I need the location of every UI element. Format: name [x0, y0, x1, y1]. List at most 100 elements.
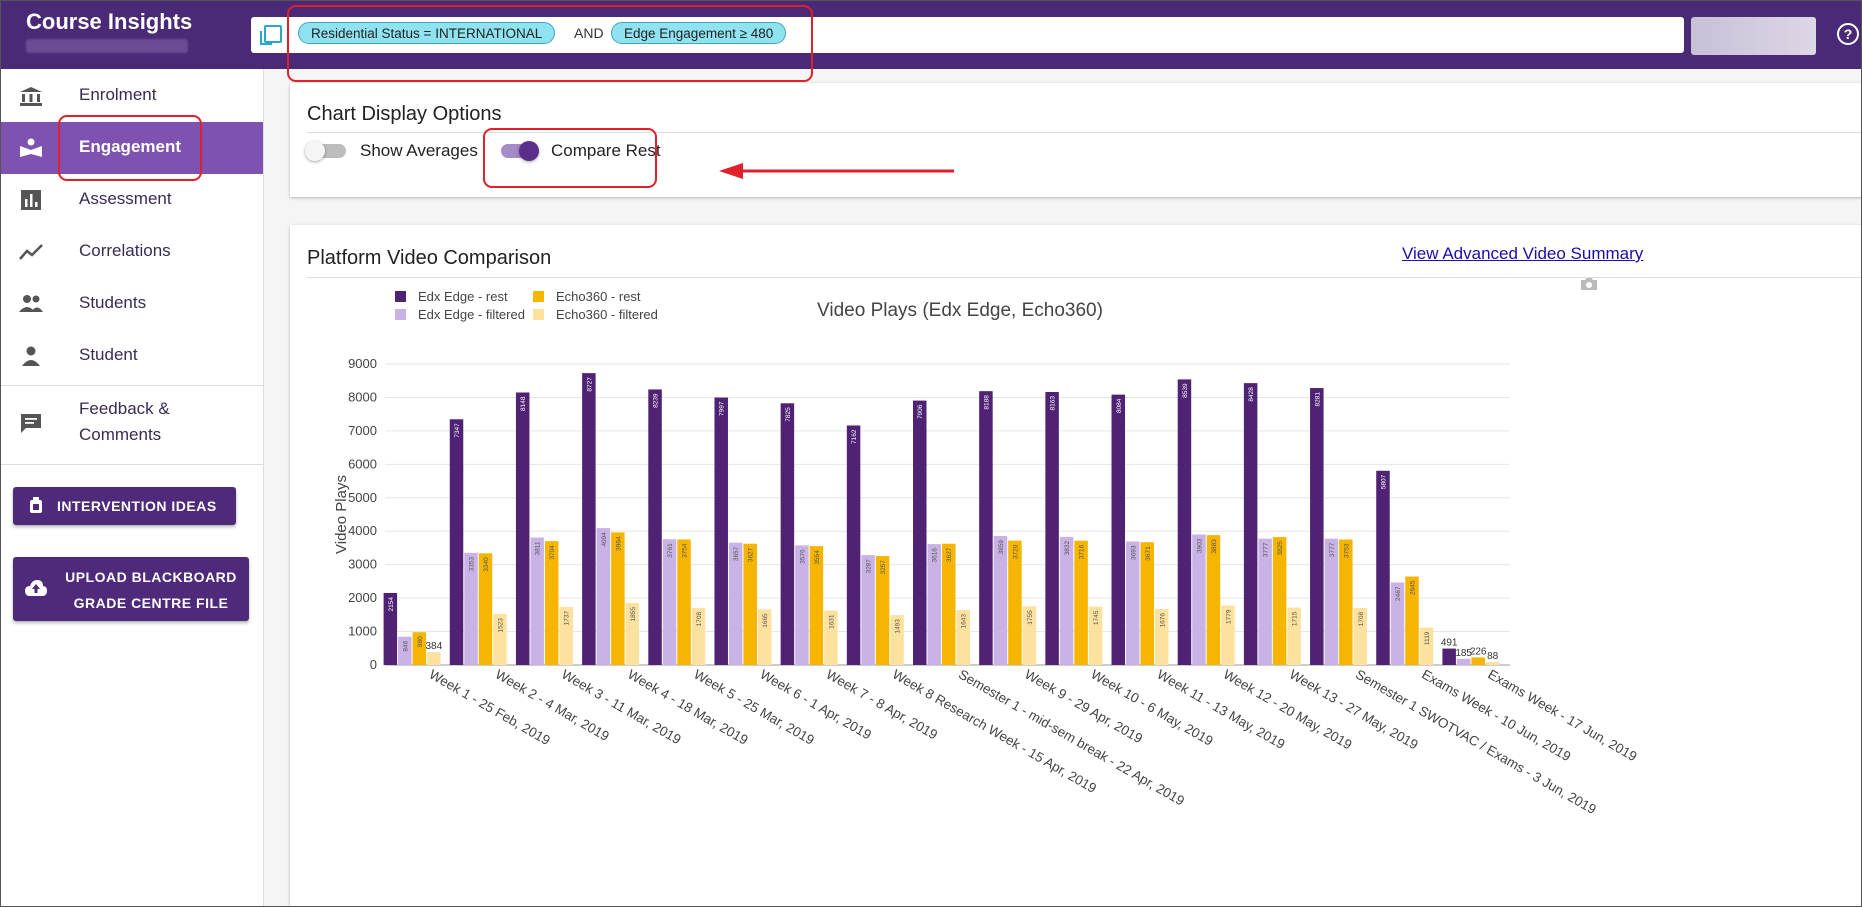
- reading-icon: [20, 138, 42, 157]
- data-label: 3883: [1211, 539, 1218, 554]
- data-label: 1737: [564, 611, 571, 626]
- bar: [757, 609, 772, 665]
- data-label: 846: [402, 640, 409, 651]
- trend-icon: [19, 244, 43, 260]
- card-divider: [307, 277, 1861, 278]
- bar: [398, 636, 412, 665]
- sidebar-item-engagement[interactable]: Engagement: [1, 122, 263, 174]
- chart-display-options-card: Chart Display Options Show Averages Comp…: [290, 83, 1861, 197]
- bar: [544, 541, 559, 665]
- data-label: 3287: [866, 559, 873, 574]
- sidebar-item-correlations[interactable]: Correlations: [1, 226, 263, 278]
- x-tick-label: Week 6 - 1 Apr, 2019: [757, 667, 873, 743]
- sidebar-item-enrolment[interactable]: Enrolment: [1, 70, 263, 122]
- bar: [464, 552, 478, 665]
- help-icon[interactable]: ?: [1837, 23, 1859, 45]
- y-tick-label: 5000: [348, 490, 377, 505]
- bar: [1022, 606, 1037, 665]
- y-tick-label: 4000: [348, 523, 377, 538]
- data-label: 8148: [520, 396, 527, 411]
- legend-label: Echo360 - filtered: [556, 307, 658, 322]
- data-label: 226: [1470, 646, 1487, 657]
- filter-operator: AND: [574, 25, 604, 41]
- x-tick-label: Week 9 - 29 Apr, 2019: [1022, 667, 1145, 747]
- data-label: 1715: [1292, 611, 1299, 626]
- upload-label-line2: GRADE CENTRE FILE: [73, 595, 229, 611]
- data-label: 3693: [1130, 545, 1137, 560]
- toggle-knob[interactable]: [519, 141, 539, 161]
- bar: [1206, 535, 1221, 665]
- bar: [927, 544, 941, 665]
- data-label: 1676: [1159, 613, 1166, 628]
- camera-icon[interactable]: [1580, 277, 1598, 291]
- data-label: 3716: [1079, 544, 1086, 559]
- sidebar-item-label: Correlations: [79, 241, 171, 260]
- sidebar-item-label-line2: Comments: [79, 425, 162, 444]
- data-label: 3777: [1329, 542, 1336, 557]
- data-label: 7162: [851, 429, 858, 444]
- filter-chip-edge-engagement[interactable]: Edge Engagement ≥ 480: [611, 22, 787, 44]
- y-tick-label: 6000: [348, 456, 377, 471]
- data-label: 2467: [1395, 586, 1402, 601]
- legend-swatch: [395, 291, 406, 302]
- data-label: 5807: [1380, 474, 1387, 489]
- data-label: 3964: [615, 536, 622, 551]
- data-label: 1708: [1358, 612, 1365, 627]
- bar: [449, 419, 464, 665]
- data-label: 1643: [961, 614, 968, 629]
- data-label: 3903: [1196, 538, 1203, 553]
- bar: [1272, 537, 1287, 665]
- bar: [1126, 541, 1140, 665]
- user-profile-redacted[interactable]: [1691, 17, 1816, 55]
- annotation-engagement-highlight: [58, 115, 202, 181]
- data-label: 1779: [1225, 609, 1232, 624]
- legend-label: Edx Edge - filtered: [418, 307, 525, 322]
- cloud-upload-icon: [25, 580, 47, 596]
- y-tick-label: 7000: [348, 423, 377, 438]
- bar: [691, 607, 706, 665]
- data-label: 3754: [682, 543, 689, 558]
- filter-copy-icon[interactable]: [260, 25, 282, 45]
- video-plays-chart: Video Plays (Edx Edge, Echo360) Edx Edge …: [333, 289, 1640, 817]
- bar: [1287, 607, 1301, 665]
- bar: [625, 602, 640, 665]
- data-label: 384: [425, 641, 442, 652]
- data-label: 3657: [733, 546, 740, 561]
- sidebar-item-assessment[interactable]: Assessment: [1, 174, 263, 226]
- data-label: 1755: [1027, 610, 1034, 625]
- x-tick-label: Week 10 - 6 May, 2019: [1088, 667, 1215, 749]
- bar: [846, 425, 861, 665]
- legend-label: Edx Edge - rest: [418, 289, 508, 304]
- bar: [728, 542, 743, 665]
- data-label: 7825: [785, 407, 792, 422]
- app-title: Course Insights: [26, 9, 193, 34]
- bar: [1353, 607, 1368, 665]
- legend-swatch: [533, 309, 544, 320]
- bar: [648, 389, 662, 665]
- bar: [611, 532, 625, 665]
- bar: [478, 553, 493, 665]
- comment-icon: [21, 414, 41, 433]
- data-label: 3340: [483, 557, 490, 572]
- sidebar-item-student[interactable]: Student: [1, 330, 263, 382]
- sidebar-item-feedback[interactable]: Feedback & Comments: [1, 391, 263, 455]
- y-tick-label: 2000: [348, 590, 377, 605]
- course-name-redacted: [26, 39, 188, 53]
- filter-chip-residential-status[interactable]: Residential Status = INTERNATIONAL: [298, 22, 556, 44]
- data-label: 1665: [762, 613, 769, 628]
- intervention-ideas-button[interactable]: INTERVENTION IDEAS: [13, 487, 236, 525]
- x-tick-label: Week 4 - 18 Mar, 2019: [625, 667, 751, 748]
- data-label: 3627: [946, 547, 953, 562]
- annotation-arrow: [719, 163, 954, 179]
- bar: [559, 606, 573, 665]
- data-label: 7906: [917, 404, 924, 419]
- legend-label: Echo360 - rest: [556, 289, 641, 304]
- sidebar-item-students[interactable]: Students: [1, 278, 263, 330]
- toggle-knob[interactable]: [305, 141, 325, 161]
- data-label: 8727: [586, 377, 593, 392]
- view-advanced-video-summary-link[interactable]: View Advanced Video Summary: [1402, 244, 1644, 263]
- sidebar-divider: [1, 464, 263, 465]
- data-label: 8163: [1050, 396, 1057, 411]
- upload-grade-centre-button[interactable]: UPLOAD BLACKBOARD GRADE CENTRE FILE: [13, 557, 249, 621]
